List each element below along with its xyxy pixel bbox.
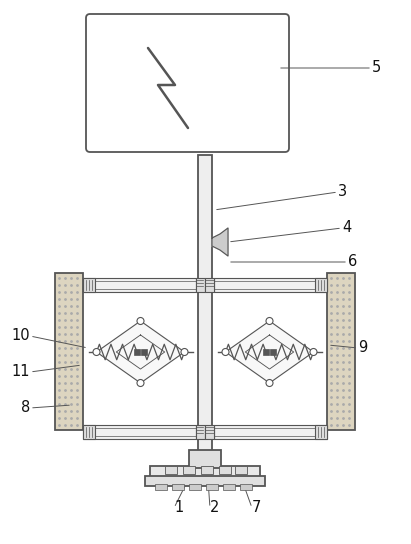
Bar [83, 278, 196, 292]
Bar [315, 425, 327, 439]
Bar [134, 349, 140, 355]
Bar [219, 466, 231, 474]
Text: 6: 6 [348, 255, 357, 269]
Bar [214, 425, 327, 439]
Bar [206, 484, 218, 490]
Bar [189, 450, 221, 468]
Polygon shape [212, 228, 228, 256]
Circle shape [137, 318, 144, 325]
Text: 10: 10 [12, 329, 30, 343]
Text: 11: 11 [12, 364, 30, 380]
Bar [205, 278, 214, 292]
Circle shape [93, 349, 100, 355]
Bar [155, 484, 167, 490]
Text: 7: 7 [252, 500, 261, 516]
Text: 5: 5 [372, 60, 381, 76]
Text: 3: 3 [338, 184, 347, 200]
Polygon shape [97, 321, 185, 383]
Bar [198, 155, 212, 455]
Bar [327, 273, 355, 430]
Bar [183, 466, 195, 474]
FancyBboxPatch shape [86, 14, 289, 152]
Bar [150, 466, 260, 478]
Bar [201, 466, 213, 474]
Circle shape [222, 349, 229, 355]
Bar [165, 466, 177, 474]
Bar [172, 484, 184, 490]
Circle shape [266, 318, 273, 325]
Bar [223, 484, 235, 490]
Bar [145, 476, 265, 486]
Bar [235, 466, 247, 474]
Bar [83, 425, 196, 439]
Bar [196, 425, 205, 439]
Text: 1: 1 [174, 500, 183, 516]
Bar [315, 278, 327, 292]
Text: 9: 9 [358, 341, 367, 355]
Bar [240, 484, 252, 490]
Text: 2: 2 [210, 500, 219, 516]
Bar [263, 349, 269, 355]
Bar [55, 273, 83, 430]
Polygon shape [226, 321, 314, 383]
Bar [189, 484, 201, 490]
Circle shape [266, 380, 273, 386]
Text: 4: 4 [342, 220, 351, 236]
Bar [83, 278, 95, 292]
Circle shape [181, 349, 188, 355]
Bar [196, 278, 205, 292]
Text: 8: 8 [21, 400, 30, 416]
Bar [205, 425, 214, 439]
Bar [83, 425, 95, 439]
Circle shape [137, 380, 144, 386]
Circle shape [310, 349, 317, 355]
Bar [270, 349, 276, 355]
Bar [141, 349, 147, 355]
Bar [214, 278, 327, 292]
